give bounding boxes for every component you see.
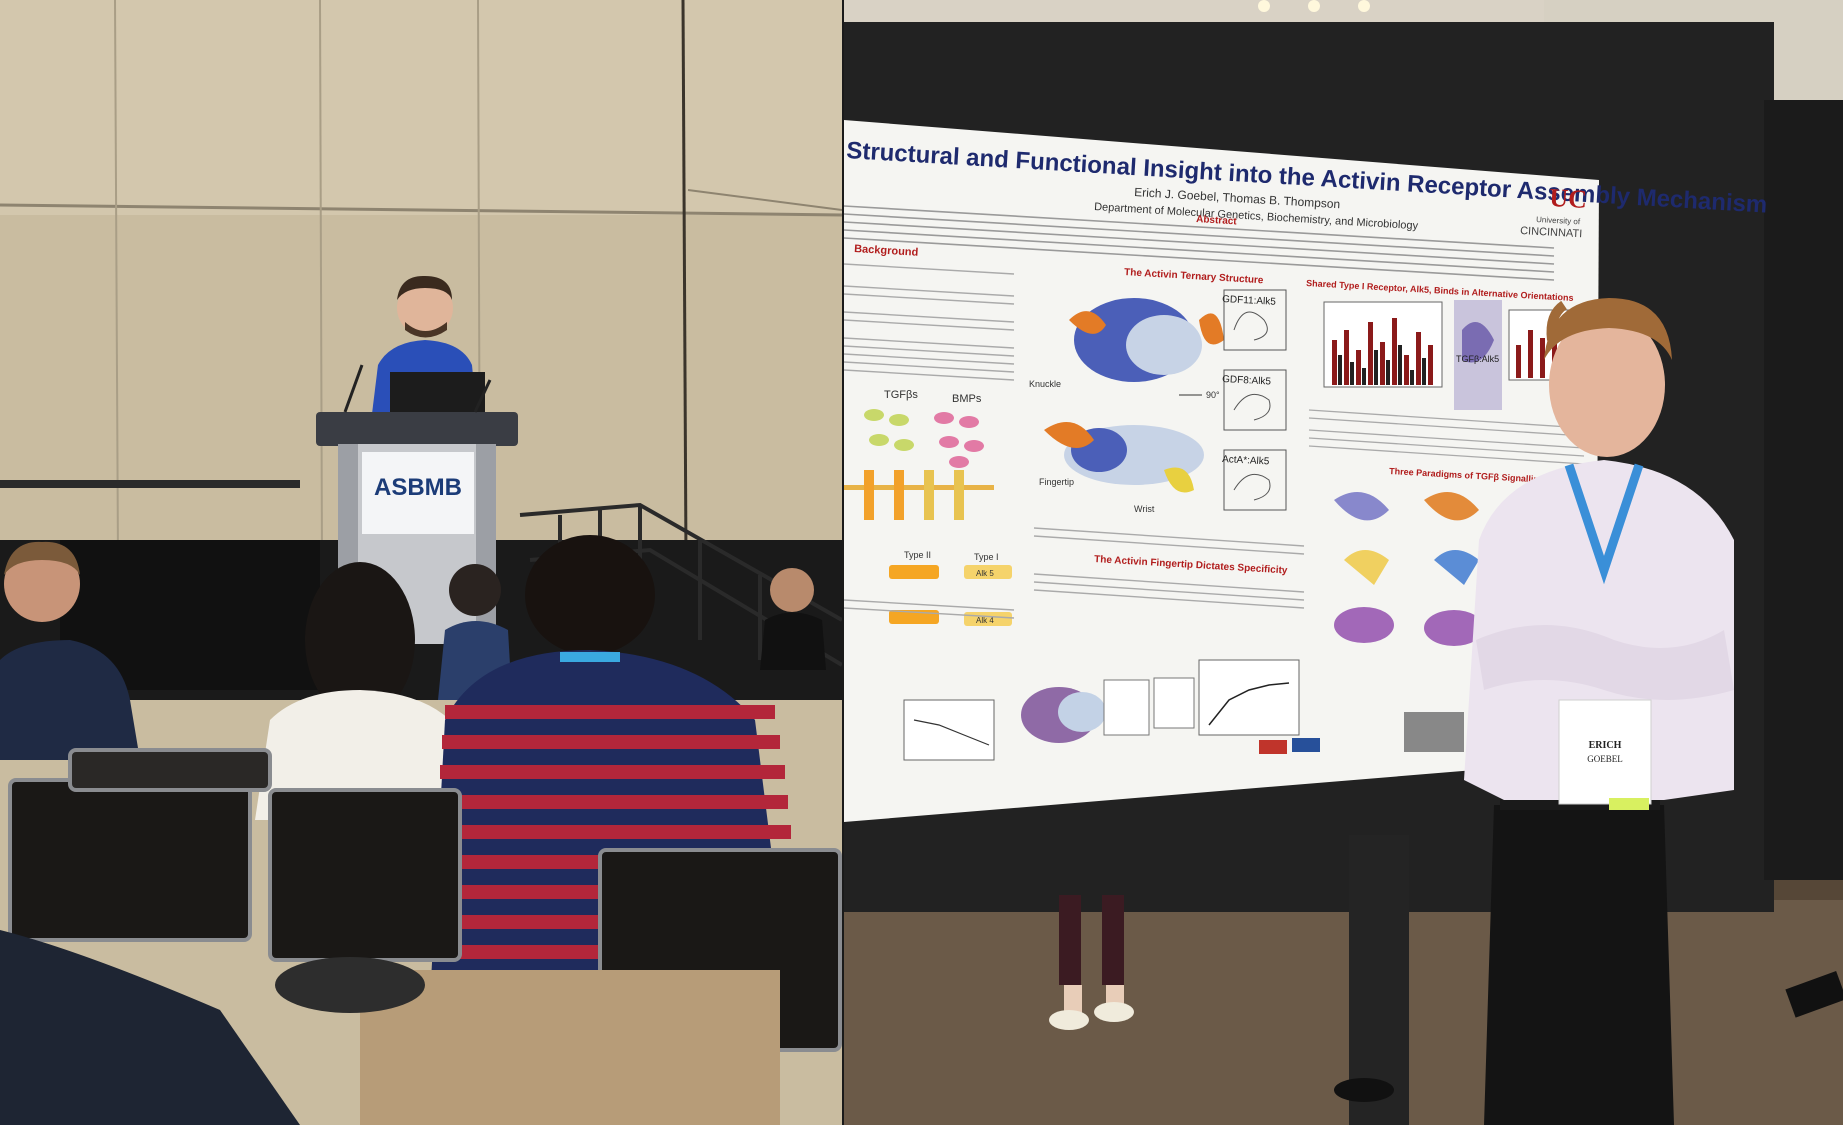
sponsor-logos [1259, 712, 1464, 754]
ternary-structure-figure [1044, 298, 1224, 493]
conference-talk-photo: ASBMB [0, 0, 842, 1125]
person-behind-poster [1049, 895, 1134, 1030]
upper-wall [0, 0, 842, 215]
acta-alk5-label: ActA*:Alk5 [1222, 454, 1270, 467]
name-badge: ERICH GOEBEL [1558, 699, 1652, 810]
university-name-text: CINCINNATI [1520, 225, 1583, 240]
university-of-text: University of [1536, 215, 1581, 226]
badge-last-name: GOEBEL [1587, 754, 1623, 764]
audience-legs [360, 970, 780, 1125]
poster: Structural and Functional Insight into t… [844, 120, 1768, 822]
poster-scene: Structural and Functional Insight into t… [844, 0, 1843, 1125]
badge-first-name: ERICH [1589, 740, 1622, 751]
foreground-shoulder [0, 930, 300, 1125]
presenter-trousers [1484, 805, 1674, 1125]
fingertip-label: Fingertip [1039, 477, 1074, 487]
background-heading: Background [854, 243, 919, 259]
alk4-label: Alk 4 [976, 616, 994, 625]
audience-member-white-shirt [255, 562, 470, 820]
alk5-label: Alk 5 [976, 569, 994, 578]
bmp-family-label: BMPs [952, 393, 982, 405]
laptop [390, 372, 485, 414]
rotation-label: 90° [1206, 390, 1220, 400]
fingertip-figure [903, 659, 1300, 761]
audience-member-left [0, 541, 140, 760]
fingertip-text-lines [844, 527, 1305, 619]
poster-session-photo: Structural and Functional Insight into t… [844, 0, 1843, 1125]
university-logo: UC University of CINCINNATI [1520, 183, 1588, 240]
ligand-figure [864, 409, 984, 468]
svg-text:UC: UC [1549, 183, 1588, 214]
podium-sign-text: ASBMB [374, 474, 462, 501]
knuckle-label: Knuckle [1029, 379, 1061, 389]
tgfb-family-label: TGFβs [884, 389, 918, 401]
tgfb-alk5-panel [1454, 300, 1502, 410]
gdf8-alk5-label: GDF8:Alk5 [1222, 374, 1272, 388]
shared-receptor-text-lines [1308, 409, 1585, 465]
alk5-panels [1223, 289, 1287, 511]
shared-receptor-bar-chart [1323, 301, 1443, 388]
person-right-of-board [1334, 835, 1409, 1125]
gdf11-alk5-label: GDF11:Alk5 [1222, 294, 1277, 308]
tgfb-alk5-label: TGFβ:Alk5 [1456, 354, 1499, 364]
sneaker [275, 957, 425, 1013]
type-ii-label: Type II [904, 550, 931, 560]
wrist-label: Wrist [1134, 504, 1155, 514]
type-i-label: Type I [974, 552, 999, 562]
presenter-shirt [1464, 460, 1734, 800]
lanyard [1564, 463, 1644, 585]
abstract-heading: Abstract [1196, 214, 1238, 227]
talk-scene: ASBMB [0, 0, 842, 1125]
background-text-lines [844, 263, 1015, 381]
receptor-figure: Type II Type I Alk 5 Alk 4 [844, 470, 1012, 626]
abstract-text-lines [844, 205, 1555, 281]
poster-presenter: ERICH GOEBEL [1464, 298, 1734, 1125]
presenter-face [1549, 313, 1665, 457]
